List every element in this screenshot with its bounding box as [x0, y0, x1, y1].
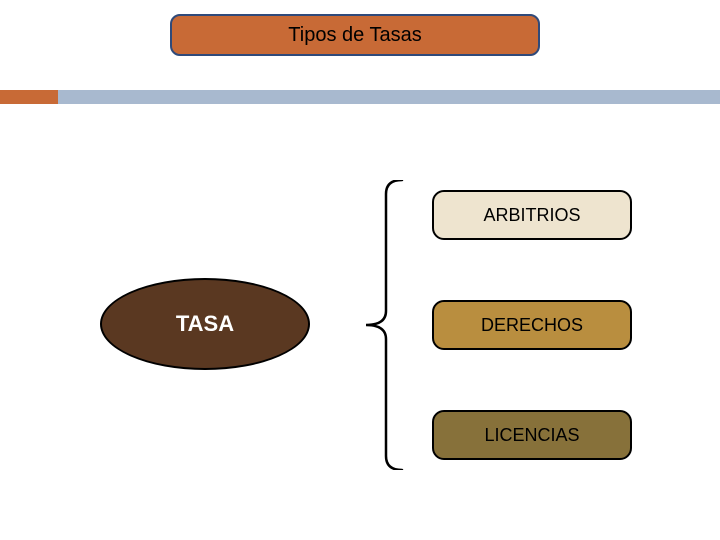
- leaf-node-label: LICENCIAS: [484, 425, 579, 446]
- leaf-node-label: DERECHOS: [481, 315, 583, 336]
- leaf-node-licencias: LICENCIAS: [432, 410, 632, 460]
- root-node-label: TASA: [176, 311, 234, 337]
- root-node-tasa: TASA: [100, 278, 310, 370]
- slide-title: Tipos de Tasas: [170, 14, 540, 56]
- slide-title-text: Tipos de Tasas: [288, 24, 421, 47]
- leaf-node-arbitrios: ARBITRIOS: [432, 190, 632, 240]
- brace-connector: [364, 180, 404, 470]
- divider-stripe: [0, 90, 720, 104]
- leaf-node-label: ARBITRIOS: [483, 205, 580, 226]
- leaf-node-derechos: DERECHOS: [432, 300, 632, 350]
- divider-stripe-accent: [0, 90, 58, 104]
